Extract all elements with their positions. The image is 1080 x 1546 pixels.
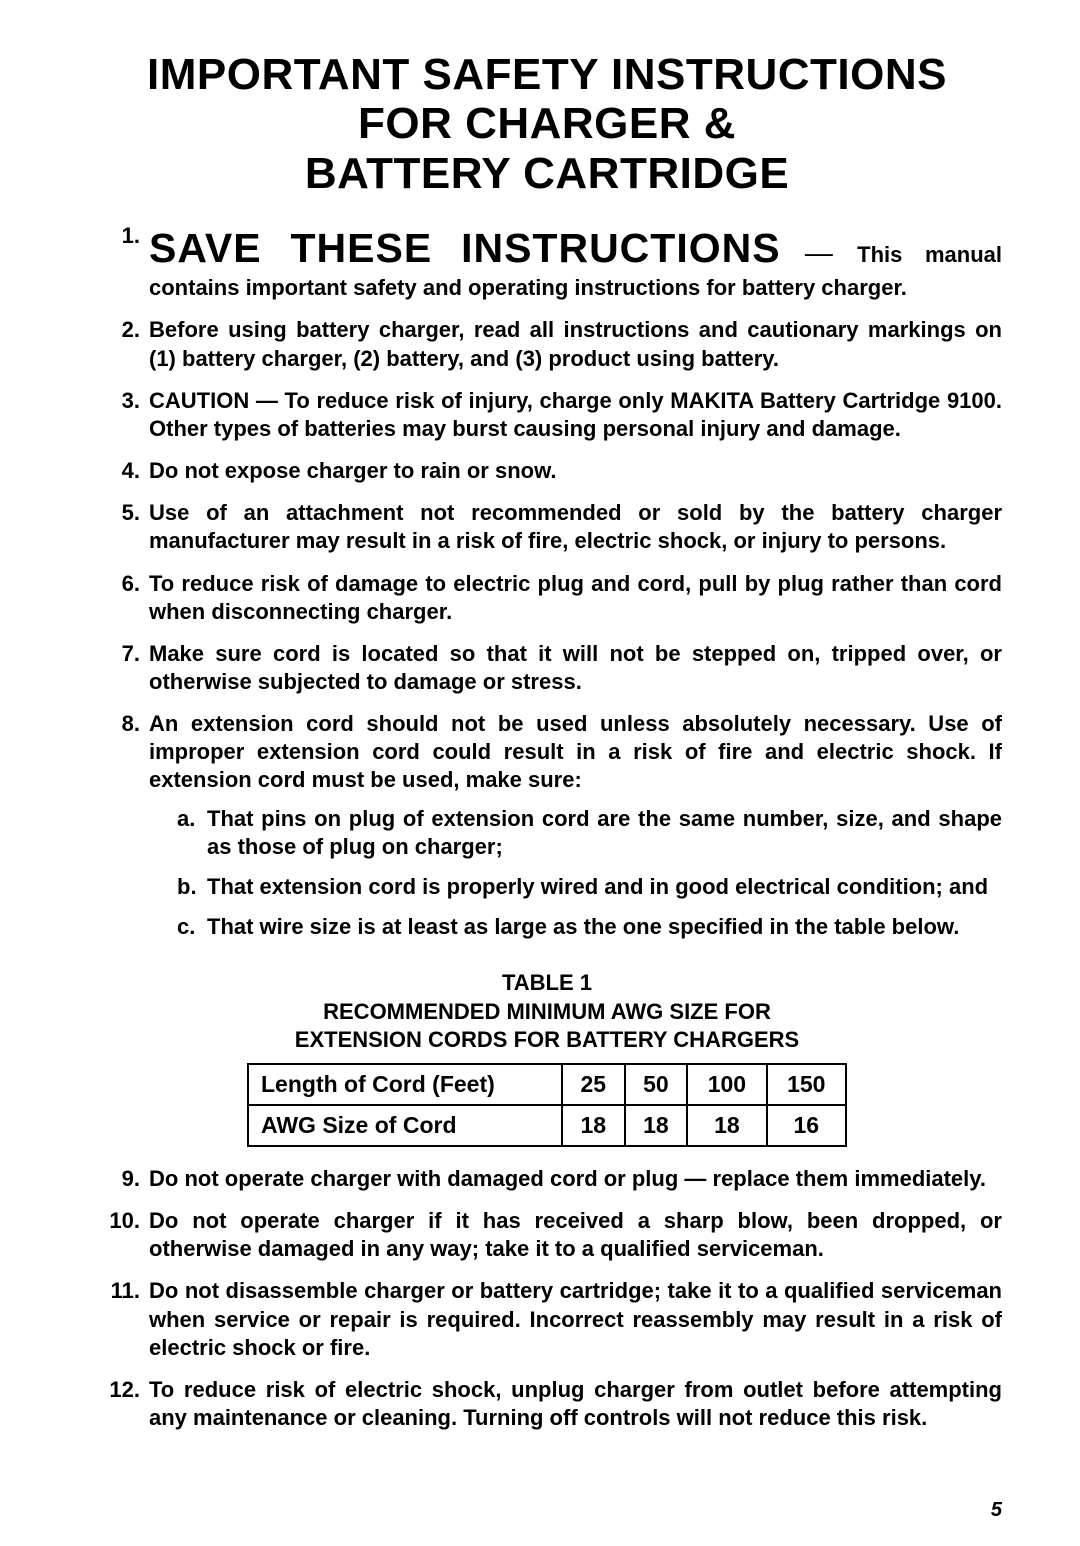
instruction-item-10: 10. Do not operate charger if it has rec… bbox=[92, 1207, 1002, 1263]
instruction-item-8: 8. An extension cord should not be used … bbox=[92, 710, 1002, 953]
item-body: Do not disassemble charger or battery ca… bbox=[149, 1277, 1002, 1361]
instruction-item-9: 9. Do not operate charger with damaged c… bbox=[92, 1165, 1002, 1193]
title-line-3: BATTERY CARTRIDGE bbox=[92, 149, 1002, 198]
item-number: 1. bbox=[92, 222, 149, 303]
item-number: 9. bbox=[92, 1165, 149, 1193]
length-cell: 50 bbox=[625, 1064, 688, 1105]
awg-cell: 16 bbox=[767, 1105, 846, 1146]
instruction-item-1: 1. SAVE THESE INSTRUCTIONS — This manual… bbox=[92, 222, 1002, 303]
item-number: 6. bbox=[92, 570, 149, 626]
item-number: 3. bbox=[92, 387, 149, 443]
sub-item-b: b. That extension cord is properly wired… bbox=[177, 873, 1002, 901]
item-body: Do not operate charger if it has receive… bbox=[149, 1207, 1002, 1263]
length-cell: 100 bbox=[687, 1064, 766, 1105]
caption-line-1: TABLE 1 bbox=[247, 969, 847, 998]
title-line-2: FOR CHARGER & bbox=[92, 99, 1002, 148]
table-1-block: TABLE 1 RECOMMENDED MINIMUM AWG SIZE FOR… bbox=[247, 969, 847, 1147]
sub-number: b. bbox=[177, 873, 207, 901]
row-label: Length of Cord (Feet) bbox=[248, 1064, 562, 1105]
sub-body: That wire size is at least as large as t… bbox=[207, 913, 1002, 941]
item-body: SAVE THESE INSTRUCTIONS — This manual co… bbox=[149, 222, 1002, 303]
page-title: IMPORTANT SAFETY INSTRUCTIONS FOR CHARGE… bbox=[92, 50, 1002, 198]
instruction-8-sublist: a. That pins on plug of extension cord a… bbox=[149, 805, 1002, 942]
table-row: AWG Size of Cord 18 18 18 16 bbox=[248, 1105, 846, 1146]
item-body: To reduce risk of electric shock, unplug… bbox=[149, 1376, 1002, 1432]
length-cell: 150 bbox=[767, 1064, 846, 1105]
item-body: Do not expose charger to rain or snow. bbox=[149, 457, 1002, 485]
instruction-item-4: 4. Do not expose charger to rain or snow… bbox=[92, 457, 1002, 485]
instruction-item-12: 12. To reduce risk of electric shock, un… bbox=[92, 1376, 1002, 1432]
item-number: 2. bbox=[92, 316, 149, 372]
instruction-item-5: 5. Use of an attachment not recommended … bbox=[92, 499, 1002, 555]
item-1-strong: SAVE THESE INSTRUCTIONS bbox=[149, 225, 781, 271]
item-1-dash: — bbox=[781, 237, 858, 268]
table-caption: TABLE 1 RECOMMENDED MINIMUM AWG SIZE FOR… bbox=[247, 969, 847, 1055]
item-8-text: An extension cord should not be used unl… bbox=[149, 711, 1002, 792]
item-number: 10. bbox=[92, 1207, 149, 1263]
instructions-list-cont: 9. Do not operate charger with damaged c… bbox=[92, 1165, 1002, 1432]
title-line-1: IMPORTANT SAFETY INSTRUCTIONS bbox=[92, 50, 1002, 99]
cord-table: Length of Cord (Feet) 25 50 100 150 AWG … bbox=[247, 1063, 847, 1147]
instructions-list: 1. SAVE THESE INSTRUCTIONS — This manual… bbox=[92, 222, 1002, 953]
awg-cell: 18 bbox=[625, 1105, 688, 1146]
item-number: 8. bbox=[92, 710, 149, 953]
instruction-item-2: 2. Before using battery charger, read al… bbox=[92, 316, 1002, 372]
instruction-item-7: 7. Make sure cord is located so that it … bbox=[92, 640, 1002, 696]
caption-line-3: EXTENSION CORDS FOR BATTERY CHARGERS bbox=[247, 1026, 847, 1055]
instruction-item-3: 3. CAUTION — To reduce risk of injury, c… bbox=[92, 387, 1002, 443]
item-body: Make sure cord is located so that it wil… bbox=[149, 640, 1002, 696]
item-body: Do not operate charger with damaged cord… bbox=[149, 1165, 1002, 1193]
instruction-item-6: 6. To reduce risk of damage to electric … bbox=[92, 570, 1002, 626]
sub-item-c: c. That wire size is at least as large a… bbox=[177, 913, 1002, 941]
item-body: To reduce risk of damage to electric plu… bbox=[149, 570, 1002, 626]
item-body: An extension cord should not be used unl… bbox=[149, 710, 1002, 953]
instruction-item-11: 11. Do not disassemble charger or batter… bbox=[92, 1277, 1002, 1361]
row-label: AWG Size of Cord bbox=[248, 1105, 562, 1146]
sub-item-a: a. That pins on plug of extension cord a… bbox=[177, 805, 1002, 861]
sub-number: a. bbox=[177, 805, 207, 861]
item-body: Use of an attachment not recommended or … bbox=[149, 499, 1002, 555]
item-number: 4. bbox=[92, 457, 149, 485]
caption-line-2: RECOMMENDED MINIMUM AWG SIZE FOR bbox=[247, 998, 847, 1027]
item-number: 7. bbox=[92, 640, 149, 696]
awg-cell: 18 bbox=[687, 1105, 766, 1146]
length-cell: 25 bbox=[562, 1064, 625, 1105]
sub-number: c. bbox=[177, 913, 207, 941]
awg-cell: 18 bbox=[562, 1105, 625, 1146]
item-body: CAUTION — To reduce risk of injury, char… bbox=[149, 387, 1002, 443]
item-number: 5. bbox=[92, 499, 149, 555]
sub-body: That extension cord is properly wired an… bbox=[207, 873, 1002, 901]
item-number: 12. bbox=[92, 1376, 149, 1432]
sub-body: That pins on plug of extension cord are … bbox=[207, 805, 1002, 861]
page-number: 5 bbox=[991, 1499, 1002, 1522]
item-body: Before using battery charger, read all i… bbox=[149, 316, 1002, 372]
table-row: Length of Cord (Feet) 25 50 100 150 bbox=[248, 1064, 846, 1105]
item-number: 11. bbox=[92, 1277, 149, 1361]
